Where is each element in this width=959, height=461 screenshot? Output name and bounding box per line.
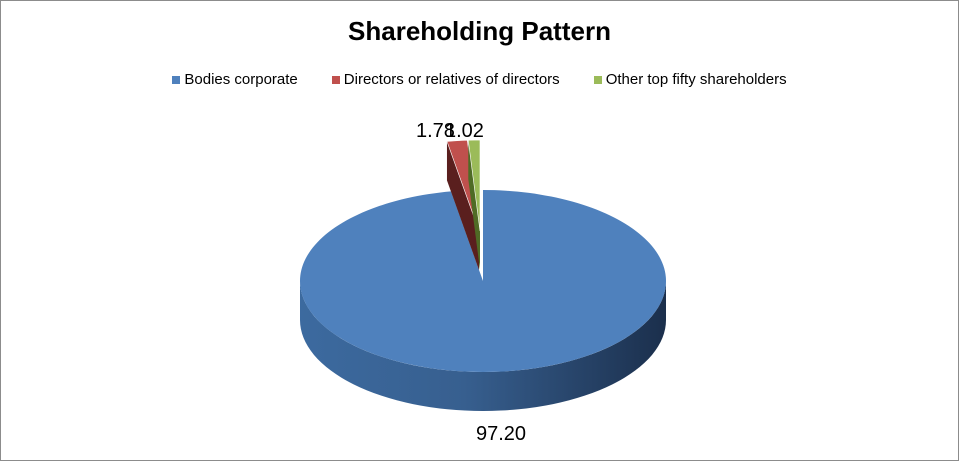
legend-swatch-bodies-corporate	[172, 75, 181, 84]
legend-label-bodies-corporate: Bodies corporate	[184, 71, 298, 88]
slice-other-top-fifty	[467, 139, 481, 232]
slice-side-bodies-corporate	[300, 281, 666, 411]
data-label-directors: 1.78	[416, 120, 455, 142]
slice-side-directors	[446, 141, 479, 270]
legend-item-bodies-corporate: Bodies corporate	[172, 71, 298, 88]
legend-label-other-top-fifty: Other top fifty shareholders	[605, 71, 787, 88]
legend-swatch-other-top-fifty	[593, 75, 602, 84]
slice-bodies-corporate	[300, 190, 667, 373]
slice-side-other-top-fifty	[468, 140, 480, 270]
legend-label-directors: Directors or relatives of directors	[343, 71, 560, 88]
slice-directors	[446, 139, 480, 232]
legend: Bodies corporate Directors or relatives …	[0, 71, 959, 88]
data-label-other-top-fifty: 1.02	[445, 120, 484, 142]
chart-title: Shareholding Pattern	[348, 16, 611, 46]
data-label-bodies-corporate: 97.20	[476, 423, 526, 445]
legend-item-other-top-fifty: Other top fifty shareholders	[593, 71, 787, 88]
legend-item-directors: Directors or relatives of directors	[331, 71, 560, 88]
legend-swatch-directors	[331, 75, 340, 84]
